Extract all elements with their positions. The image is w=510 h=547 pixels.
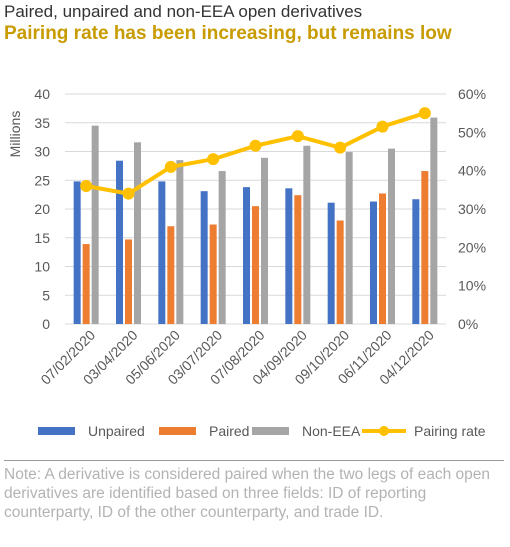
bar-paired (167, 226, 175, 324)
bar-paired (252, 206, 259, 324)
point-pairing-rate (164, 160, 177, 173)
y-tick-label: 5 (42, 287, 50, 303)
y2-tick-label: 30% (458, 201, 486, 217)
legend-label-paired: Paired (209, 423, 249, 439)
y-axis-label: Millions (7, 111, 23, 158)
bar-paired (294, 195, 302, 324)
bar-non-eea (176, 160, 184, 324)
point-pairing-rate (249, 139, 262, 152)
bar-paired (379, 193, 386, 324)
bar-non-eea (91, 125, 99, 324)
legend-label-pairing-rate: Pairing rate (414, 423, 486, 439)
y2-tick-label: 50% (458, 124, 486, 140)
bar-non-eea (218, 171, 226, 324)
y-tick-label: 30 (34, 144, 50, 160)
legend-swatch-unpaired (38, 427, 75, 435)
legend-swatch-paired (159, 427, 196, 435)
bar-paired (336, 220, 344, 324)
y2-tick-label: 60% (458, 86, 486, 102)
divider (4, 460, 504, 461)
bar-unpaired (73, 181, 81, 324)
bar-unpaired (370, 201, 377, 324)
y2-tick-label: 10% (458, 278, 486, 294)
y-tick-label: 10 (34, 259, 50, 275)
point-pairing-rate (291, 130, 304, 143)
legend-label-non-eea: Non-EEA (302, 423, 361, 439)
bar-non-eea (134, 142, 141, 324)
bar-non-eea (430, 117, 438, 324)
y-tick-label: 20 (34, 201, 50, 217)
chart: 0 5 10 15 20 25 30 35 40 0% 10% 20% 30% 40% 50% 60% Mill… (7, 86, 486, 439)
y2-tick-label: 20% (458, 239, 486, 255)
point-pairing-rate (334, 141, 347, 154)
point-pairing-rate (376, 120, 389, 133)
bar-unpaired (285, 188, 293, 324)
bar-unpaired (158, 181, 166, 324)
point-pairing-rate (207, 153, 220, 166)
bar-paired (209, 224, 217, 324)
footnote: Note: A derivative is considered paired … (4, 466, 490, 521)
chart-title: Pairing rate has been increasing, but re… (4, 23, 452, 44)
legend-label-unpaired: Unpaired (88, 423, 145, 439)
y-tick-label: 25 (34, 172, 50, 188)
y-tick-label: 0 (42, 316, 50, 332)
bar-non-eea (303, 145, 311, 324)
bar-paired (421, 171, 429, 324)
point-pairing-rate (122, 187, 135, 200)
y2-tick-label: 0% (458, 316, 478, 332)
point-pairing-rate (80, 180, 93, 192)
y-tick-label: 15 (34, 230, 50, 246)
point-pairing-rate (418, 107, 431, 120)
legend-swatch-non-eea (252, 427, 289, 435)
legend-marker-pairing-rate (379, 426, 389, 436)
bar-non-eea (388, 148, 395, 324)
y2-tick-label: 40% (458, 163, 486, 179)
bar-unpaired (243, 187, 250, 324)
y-tick-label: 40 (34, 86, 50, 102)
bar-unpaired (412, 199, 420, 324)
chart-subtitle: Paired, unpaired and non-EEA open deriva… (4, 2, 363, 21)
bar-non-eea (261, 157, 268, 324)
bar-paired (82, 244, 90, 324)
bar-unpaired (116, 160, 123, 324)
bar-unpaired (327, 202, 335, 324)
bar-non-eea (345, 152, 353, 324)
y-tick-label: 35 (34, 115, 50, 131)
bar-paired (125, 239, 132, 324)
bar-unpaired (200, 191, 208, 324)
